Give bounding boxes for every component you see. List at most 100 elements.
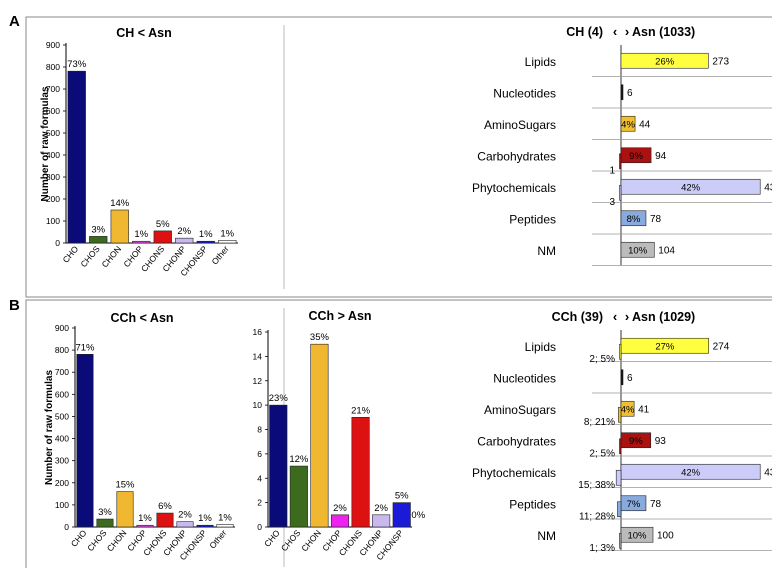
x-tick-label-Other: Other [207,528,228,551]
chart-B-mid: CCh > Asn024681012141623%CHO12%CHOS35%CH… [253,309,426,562]
bar-CHONP [176,521,194,528]
category-label-Lipids: Lipids [525,55,556,69]
value-label-right-Phytochemicals: 435 [764,182,772,193]
y-tick-label: 200 [46,194,60,204]
data-label-CHON: 35% [310,332,330,343]
y-tick-label: 12 [253,376,263,386]
data-label-CHONS: 5% [156,219,170,230]
pct-label-Peptides: 7% [627,499,641,510]
value-label-right-Lipids: 273 [712,56,729,67]
bar-CHO [67,70,86,244]
pct-label-Phytochemicals: 42% [681,182,701,193]
data-label-CHOS: 12% [289,454,309,465]
category-label-Peptides: Peptides [509,497,556,511]
x-tick-label-CHO: CHO [60,244,80,265]
value-label-left-Carbohydrates: 2; 5% [589,448,615,459]
bar-CHO [76,354,94,528]
pct-label-Peptides: 8% [627,214,641,225]
pct-label-Lipids: 26% [655,56,675,67]
y-tick-label: 4 [257,473,262,483]
data-label-CHOS: 3% [98,507,112,518]
pct-label-Carbohydrates: 9% [629,436,643,447]
value-label-left-Peptides: 11; 28% [579,511,615,522]
y-tick-label: 700 [55,367,69,377]
bar-right-Peptides [620,210,647,227]
y-tick-label: 0 [64,522,69,532]
value-label-right-Carbohydrates: 94 [655,151,667,162]
y-axis-label: Number of raw formulas [40,86,51,201]
value-label-right-Peptides: 78 [650,214,662,225]
y-tick-label: 500 [55,411,69,421]
x-tick-label-CHON: CHON [100,244,124,270]
chart-title-left: CCh (39) [552,310,603,324]
category-label-Phytochemicals: Phytochemicals [472,466,556,480]
data-label-CHONS: 21% [351,405,371,416]
bar-CHONS [156,512,174,528]
value-label-left-Carbohydrates: 1 [609,165,615,176]
y-tick-label: 6 [257,449,262,459]
bar-left-Phytochemicals [619,184,622,201]
y-tick-label: 400 [55,434,69,444]
x-tick-label-Other: Other [209,244,230,267]
bar-CHONSP [196,240,215,244]
data-label-CHON: 14% [110,198,130,209]
data-label-CHONSP: 1% [199,229,213,240]
value-label-right-Nucleotides: 6 [627,373,633,384]
y-tick-label: 300 [46,172,60,182]
bar-left-Carbohydrates [619,153,622,170]
chart-B-left: CCh < Asn 0 100 200 300 400 500 600 700 800 900 Num… [44,311,235,562]
data-label-Other: 1% [220,228,234,239]
bar-right-Lipids [620,52,709,69]
data-label-CHONS: 6% [158,501,172,512]
data-label-CHONP: 2% [374,503,388,514]
data-label-CHO: 71% [75,342,95,353]
data-label-CHO: 73% [67,59,87,70]
pct-label-Lipids: 27% [655,341,675,352]
category-label-Nucleotides: Nucleotides [493,86,556,100]
bar-CHONS [351,417,370,528]
bar-left-Lipids [619,343,622,360]
y-tick-label: 8 [257,425,262,435]
value-label-right-Lipids: 274 [713,341,730,352]
bar-left-NM [619,532,622,549]
bar-CHOS [289,465,308,528]
pct-label-Carbohydrates: 9% [629,151,643,162]
y-axis-label: Number of raw formulas [44,370,55,485]
bar-CHOP [132,240,151,244]
panel-frame-B [25,299,772,568]
y-tick-label: 100 [46,216,60,226]
bar-CHOS [89,236,108,244]
arrow-left-icon: ‹ [613,309,617,324]
chart-title: CCh > Asn [308,309,371,323]
chart-title: CH < Asn [116,26,171,40]
value-label-left-AminoSugars: 8; 21% [584,417,615,428]
bar-left-AminoSugars [618,406,622,423]
bar-CHO [269,404,288,528]
bar-CHONP [175,237,194,244]
bar-CHONS [153,230,172,244]
chart-A-right: CH (4) ‹ › Asn (1033) Lipids 26% 273 Nucleotide… [472,24,772,266]
data-label-CHOS: 3% [91,224,105,235]
chart-title-left: CH (4) [566,25,603,39]
pct-label-Phytochemicals: 42% [681,467,701,478]
arrow-left-icon: ‹ [613,24,617,39]
value-label-right-Peptides: 78 [650,499,662,510]
data-label-CHONP: 2% [178,510,192,521]
y-tick-label: 100 [55,500,69,510]
y-tick-label: 2 [257,498,262,508]
bar-CHOP [330,514,350,528]
bar-CHON [310,343,329,528]
bar-left-Phytochemicals [615,469,622,486]
category-label-Carbohydrates: Carbohydrates [477,434,556,448]
y-tick-label: 0 [257,522,262,532]
value-label-right-AminoSugars: 41 [638,404,650,415]
data-label-CHONP: 2% [177,226,191,237]
pct-label-AminoSugars: 4% [621,119,635,130]
value-label-right-NM: 104 [658,245,675,256]
bar-CHOP [136,524,154,528]
value-label-left-NM: 1; 3% [589,543,615,554]
panel-letter-A: A [9,13,20,30]
y-tick-label: 600 [55,389,69,399]
category-label-AminoSugars: AminoSugars [484,118,556,132]
